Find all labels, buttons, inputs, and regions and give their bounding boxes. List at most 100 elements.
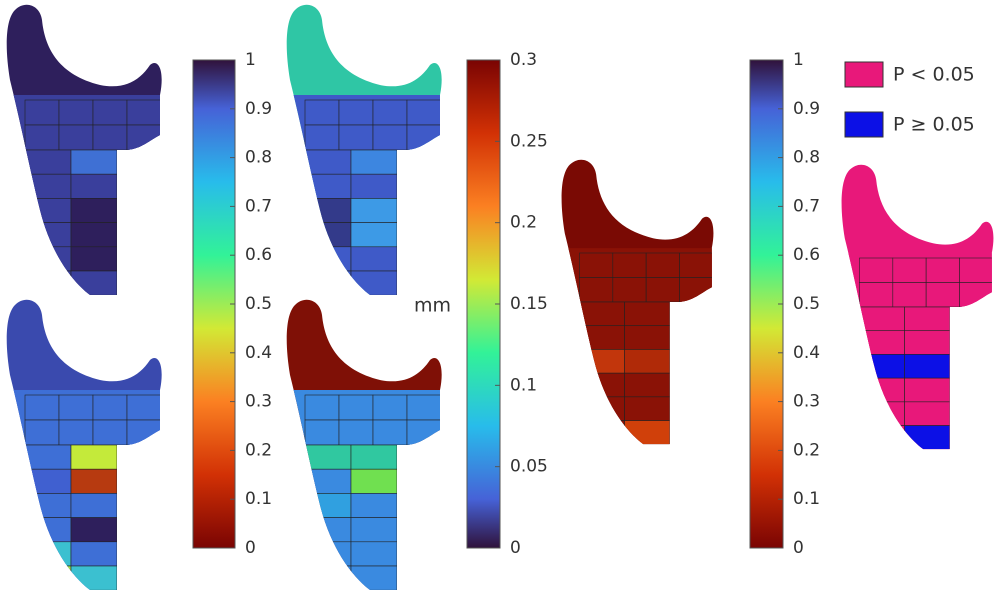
jaw-cell bbox=[304, 198, 352, 223]
jaw-cell bbox=[304, 394, 340, 421]
jaw-cell bbox=[859, 257, 894, 283]
jaw-cell bbox=[126, 99, 162, 126]
jaw-cell bbox=[859, 425, 905, 450]
jaw-cell bbox=[372, 419, 408, 446]
jaw-cell bbox=[350, 493, 398, 518]
colorbar-tick-label: 0.3 bbox=[510, 50, 537, 70]
jaw-cell bbox=[904, 306, 950, 332]
jaw-cell bbox=[579, 420, 625, 445]
jaw-cell bbox=[350, 173, 398, 199]
jaw-cell bbox=[679, 252, 714, 278]
colorbar-tick-label: 0.9 bbox=[245, 99, 272, 119]
colorbar-tick-label: 0.8 bbox=[245, 148, 272, 168]
jaw-cell bbox=[92, 124, 128, 151]
jaw-cell bbox=[859, 306, 905, 332]
jaw-cell bbox=[70, 493, 118, 518]
jaw-cell bbox=[304, 517, 352, 543]
jaw-cell bbox=[304, 99, 340, 126]
legend-swatch bbox=[844, 111, 884, 138]
jaw-cell bbox=[304, 173, 352, 199]
jaw-cell bbox=[304, 124, 340, 151]
jaw-cell bbox=[24, 198, 72, 223]
colorbar-tick-label: 0.2 bbox=[510, 213, 537, 233]
jaw-cell bbox=[24, 444, 72, 470]
jaw-panel bbox=[6, 299, 162, 591]
jaw-cell bbox=[24, 246, 72, 272]
colorbar-tick-label: 0.25 bbox=[510, 131, 548, 151]
colorbar-tick-label: 0.1 bbox=[245, 489, 272, 509]
jaw-cell bbox=[304, 270, 352, 296]
jaw-cell bbox=[612, 252, 647, 278]
jaw-cell bbox=[624, 325, 670, 350]
jaw-cell bbox=[24, 270, 72, 296]
colorbar-tick-label: 0.4 bbox=[245, 343, 272, 363]
jaw-cell bbox=[679, 277, 714, 303]
jaw-cell bbox=[350, 222, 398, 248]
jaw-cell bbox=[624, 372, 670, 398]
jaw-panel bbox=[286, 299, 442, 591]
jaw-panel bbox=[841, 164, 994, 450]
colorbar-tick-label: 0.9 bbox=[793, 99, 820, 119]
colorbar-tick-label: 0.6 bbox=[245, 245, 272, 265]
jaw-cell bbox=[24, 493, 72, 518]
jaw-cell bbox=[24, 222, 72, 248]
jaw-grid bbox=[6, 95, 162, 296]
colorbar-tick-label: 0.2 bbox=[245, 440, 272, 460]
jaw-cell bbox=[70, 149, 118, 175]
jaw-cell bbox=[126, 419, 162, 446]
jaw-cell bbox=[58, 394, 94, 421]
jaw-cell bbox=[859, 401, 905, 426]
jaw-cell bbox=[624, 301, 670, 327]
jaw-cell bbox=[959, 257, 994, 283]
jaw-cell bbox=[579, 349, 625, 374]
jaw-cell bbox=[304, 565, 352, 591]
jaw-cell bbox=[304, 149, 352, 175]
colorbar-tick-label: 0.4 bbox=[793, 343, 820, 363]
jaw-cell bbox=[70, 565, 118, 591]
jaw-cell bbox=[904, 425, 950, 450]
jaw-panel bbox=[6, 4, 162, 296]
jaw-grid bbox=[286, 390, 442, 591]
jaw-cell bbox=[70, 173, 118, 199]
colorbar-tick-label: 0.7 bbox=[793, 196, 820, 216]
colorbar-tick-label: 0 bbox=[245, 538, 256, 558]
jaw-cell bbox=[624, 420, 670, 445]
jaw-cell bbox=[24, 149, 72, 175]
jaw-cell bbox=[904, 377, 950, 403]
colorbar-tick-label: 1 bbox=[245, 50, 256, 70]
jaw-cell bbox=[92, 99, 128, 126]
jaw-cell bbox=[859, 354, 905, 379]
jaw-cell bbox=[645, 277, 680, 303]
jaw-cell bbox=[579, 325, 625, 350]
jaw-cell bbox=[859, 330, 905, 355]
jaw-cell bbox=[24, 541, 72, 567]
jaw-cell bbox=[24, 419, 60, 446]
jaw-cell bbox=[304, 541, 352, 567]
jaw-cell bbox=[612, 277, 647, 303]
jaw-cell bbox=[24, 394, 60, 421]
legend-swatch bbox=[844, 61, 884, 88]
colorbar-tick-label: 0.8 bbox=[793, 148, 820, 168]
jaw-cell bbox=[350, 198, 398, 223]
jaw-cell bbox=[70, 444, 118, 470]
jaw-cell bbox=[92, 394, 128, 421]
jaw-cell bbox=[70, 198, 118, 223]
jaw-cell bbox=[372, 99, 408, 126]
jaw-cell bbox=[58, 124, 94, 151]
jaw-cell bbox=[350, 565, 398, 591]
colorbar-tick-label: 0.3 bbox=[245, 392, 272, 412]
colorbar bbox=[192, 59, 236, 549]
jaw-cell bbox=[70, 517, 118, 543]
jaw-cell bbox=[126, 394, 162, 421]
jaw-cell bbox=[304, 246, 352, 272]
colorbar bbox=[749, 59, 784, 549]
jaw-grid bbox=[6, 390, 162, 591]
legend-label: P < 0.05 bbox=[893, 64, 975, 86]
jaw-cell bbox=[126, 124, 162, 151]
colorbar-tick-label: 0.2 bbox=[793, 440, 820, 460]
jaw-cell bbox=[92, 419, 128, 446]
jaw-cell bbox=[24, 173, 72, 199]
colorbar-tick-label: 0.1 bbox=[510, 375, 537, 395]
jaw-cell bbox=[406, 99, 442, 126]
colorbar-tick-label: 0.05 bbox=[510, 457, 548, 477]
